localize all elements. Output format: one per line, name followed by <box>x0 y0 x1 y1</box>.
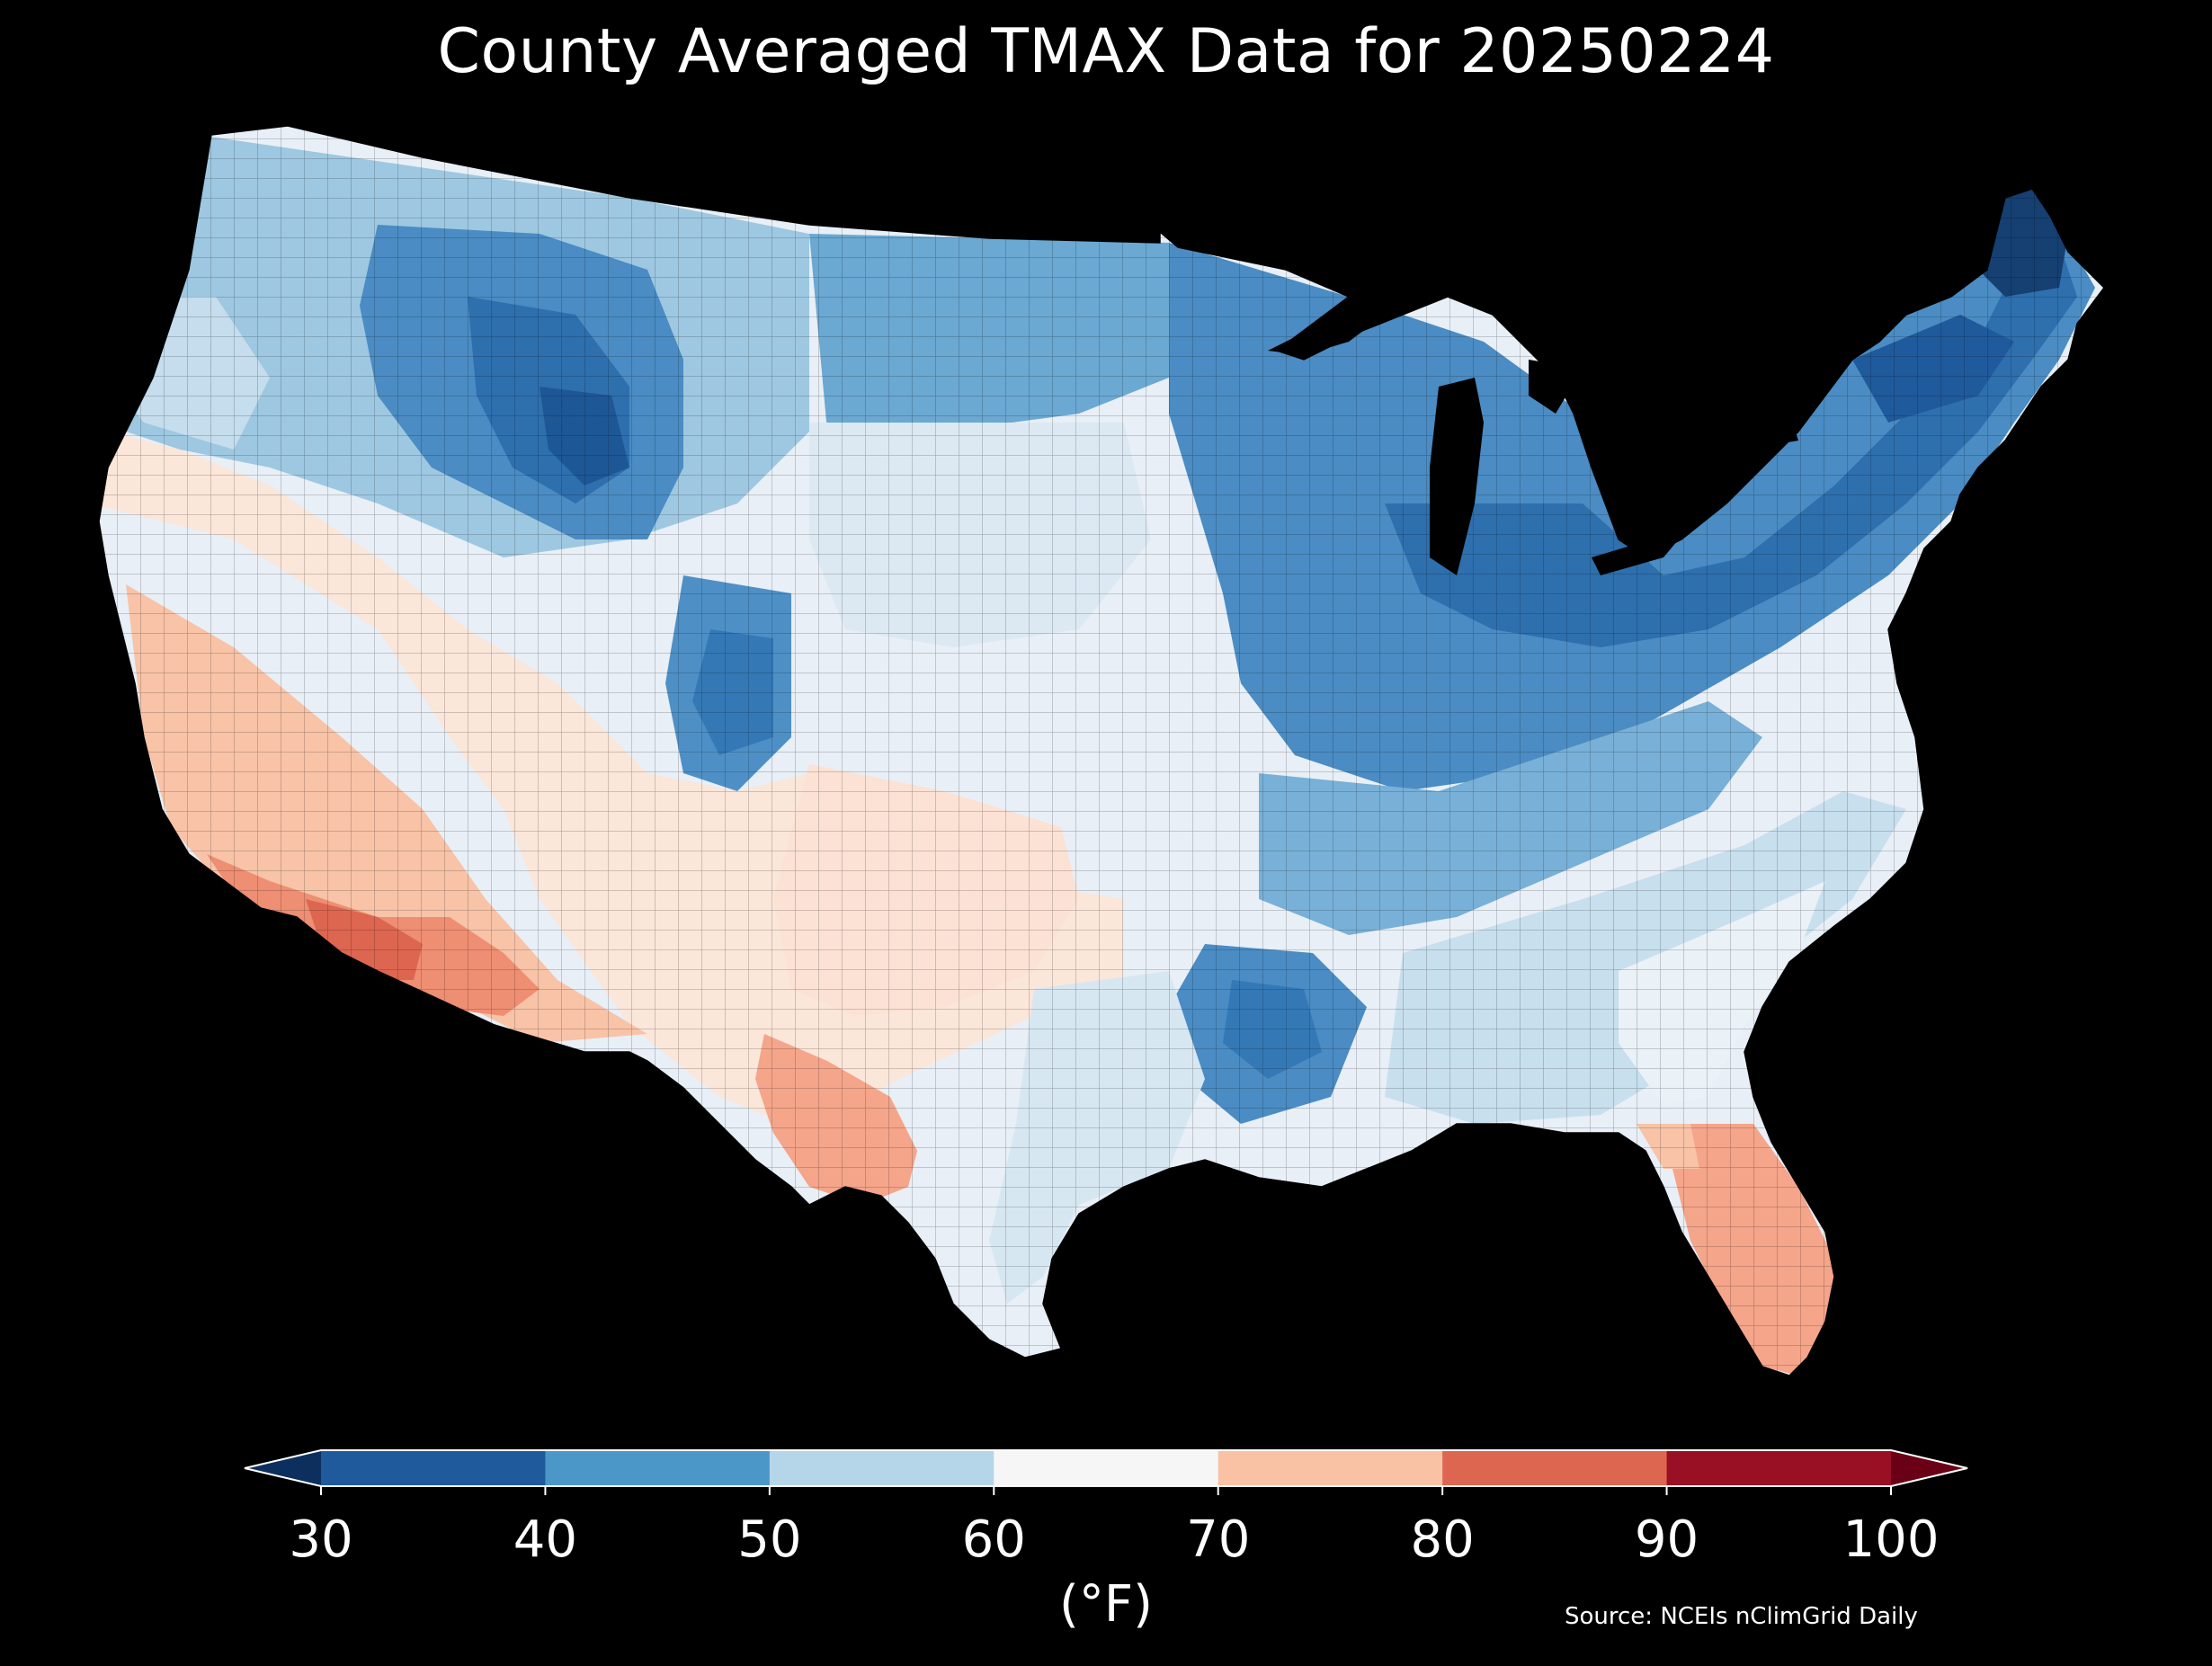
colorbar-over-extension <box>1891 1450 1967 1486</box>
colorbar-bin-30-40 <box>321 1450 546 1486</box>
us-outline <box>98 125 2105 1376</box>
colorbar-tick-label: 40 <box>513 1510 578 1569</box>
colorbar-tick-label: 80 <box>1410 1510 1475 1569</box>
colorbar-tick-label: 60 <box>961 1510 1026 1569</box>
colorbar-tick-label: 50 <box>737 1510 802 1569</box>
great-lakes <box>1268 297 1798 575</box>
colorbar-bin-70-80 <box>1217 1450 1443 1486</box>
colorbar-bin-40-50 <box>545 1450 771 1486</box>
colorbar-bin-60-70 <box>994 1450 1219 1486</box>
colorbar-bin-90-100 <box>1666 1450 1892 1486</box>
colorbar-bin-80-90 <box>1442 1450 1668 1486</box>
colorbar-bin-50-60 <box>769 1450 995 1486</box>
source-credit: Source: NCEIs nClimGrid Daily <box>1565 1603 1918 1630</box>
colorbar-under-extension <box>245 1450 321 1486</box>
colorbar-tick-label: 70 <box>1186 1510 1251 1569</box>
colorbar-unit-label: (°F) <box>1059 1575 1153 1634</box>
colorbar-tick-label: 30 <box>289 1510 353 1569</box>
colorbar-tick-label: 100 <box>1842 1510 1940 1569</box>
colorbar-tick-label: 90 <box>1634 1510 1699 1569</box>
map-title: County Averaged TMAX Data for 20250224 <box>437 16 1775 87</box>
